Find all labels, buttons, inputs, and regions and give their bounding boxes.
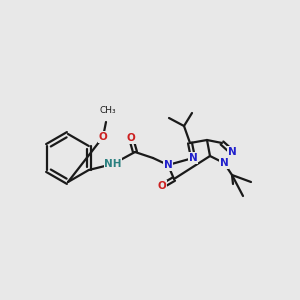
Text: O: O xyxy=(158,181,166,191)
Text: N: N xyxy=(164,160,172,170)
Text: O: O xyxy=(127,133,135,143)
Text: N: N xyxy=(228,147,236,157)
Text: O: O xyxy=(99,132,107,142)
Text: NH: NH xyxy=(104,159,122,169)
Text: N: N xyxy=(220,158,228,168)
Text: CH₃: CH₃ xyxy=(100,106,116,115)
Text: N: N xyxy=(189,153,197,163)
